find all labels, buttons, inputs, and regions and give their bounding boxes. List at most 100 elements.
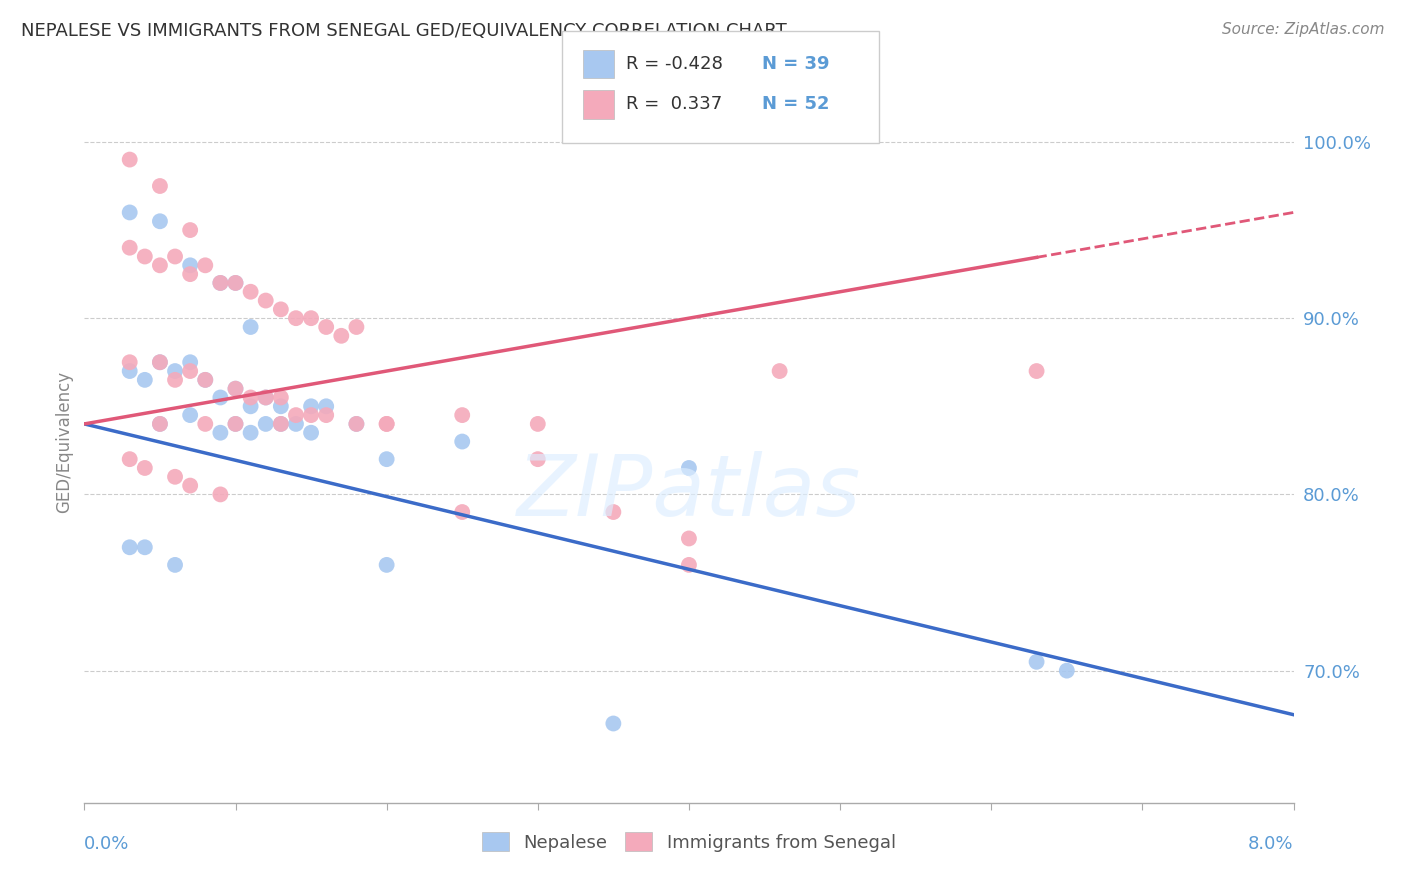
Point xyxy=(270,391,292,405)
Point xyxy=(451,408,474,422)
Text: Source: ZipAtlas.com: Source: ZipAtlas.com xyxy=(1222,22,1385,37)
Point xyxy=(165,470,187,484)
Point xyxy=(118,153,141,167)
Point xyxy=(209,487,232,501)
Point xyxy=(315,408,337,422)
Point xyxy=(375,417,398,431)
Text: ZIPatlas: ZIPatlas xyxy=(517,450,860,533)
Point xyxy=(149,258,172,272)
Point xyxy=(194,373,217,387)
Point xyxy=(149,355,172,369)
Point xyxy=(1056,664,1078,678)
Point xyxy=(118,205,141,219)
Point xyxy=(1025,655,1047,669)
Point xyxy=(270,417,292,431)
Point xyxy=(134,373,156,387)
Point xyxy=(165,373,187,387)
Point xyxy=(239,391,262,405)
Point xyxy=(330,328,353,343)
Point xyxy=(165,558,187,572)
Point xyxy=(375,558,398,572)
Point xyxy=(118,355,141,369)
Point xyxy=(375,417,398,431)
Point xyxy=(179,355,201,369)
Point xyxy=(165,364,187,378)
Point xyxy=(179,364,201,378)
Point xyxy=(225,382,247,396)
Point xyxy=(194,417,217,431)
Point xyxy=(179,258,201,272)
Point xyxy=(179,478,201,492)
Legend: Nepalese, Immigrants from Senegal: Nepalese, Immigrants from Senegal xyxy=(475,825,903,859)
Text: 0.0%: 0.0% xyxy=(84,835,129,853)
Text: N = 39: N = 39 xyxy=(762,55,830,73)
Text: N = 52: N = 52 xyxy=(762,95,830,113)
Point xyxy=(134,541,156,555)
Point xyxy=(209,425,232,440)
Point xyxy=(118,241,141,255)
Point xyxy=(179,408,201,422)
Point xyxy=(239,320,262,334)
Point xyxy=(678,461,700,475)
Point xyxy=(209,391,232,405)
Point xyxy=(194,258,217,272)
Point xyxy=(299,399,322,413)
Point xyxy=(134,250,156,264)
Point xyxy=(209,276,232,290)
Text: 8.0%: 8.0% xyxy=(1249,835,1294,853)
Point xyxy=(602,716,624,731)
Point xyxy=(769,364,792,378)
Point xyxy=(179,267,201,281)
Point xyxy=(451,505,474,519)
Point xyxy=(118,364,141,378)
Point xyxy=(254,293,277,308)
Point xyxy=(527,417,550,431)
Point xyxy=(118,541,141,555)
Point xyxy=(299,311,322,326)
Point xyxy=(346,320,368,334)
Point xyxy=(254,417,277,431)
Point xyxy=(270,417,292,431)
Point xyxy=(678,532,700,546)
Y-axis label: GED/Equivalency: GED/Equivalency xyxy=(55,370,73,513)
Point xyxy=(254,391,277,405)
Point xyxy=(239,425,262,440)
Point xyxy=(239,285,262,299)
Point xyxy=(134,461,156,475)
Point xyxy=(299,408,322,422)
Point xyxy=(527,452,550,467)
Point xyxy=(1025,364,1047,378)
Point xyxy=(149,355,172,369)
Point xyxy=(299,425,322,440)
Point xyxy=(149,417,172,431)
Point xyxy=(346,417,368,431)
Point xyxy=(315,399,337,413)
Point xyxy=(209,276,232,290)
Point xyxy=(225,417,247,431)
Point xyxy=(270,399,292,413)
Point xyxy=(165,250,187,264)
Point xyxy=(602,505,624,519)
Point xyxy=(375,452,398,467)
Point xyxy=(346,417,368,431)
Point xyxy=(451,434,474,449)
Point xyxy=(285,311,308,326)
Point xyxy=(194,373,217,387)
Text: R = -0.428: R = -0.428 xyxy=(626,55,723,73)
Point xyxy=(285,408,308,422)
Point xyxy=(225,276,247,290)
Text: R =  0.337: R = 0.337 xyxy=(626,95,721,113)
Point xyxy=(678,558,700,572)
Point xyxy=(149,179,172,194)
Point xyxy=(254,391,277,405)
Point xyxy=(225,417,247,431)
Point xyxy=(149,417,172,431)
Point xyxy=(239,399,262,413)
Point xyxy=(149,214,172,228)
Point xyxy=(315,320,337,334)
Point xyxy=(118,452,141,467)
Point xyxy=(225,276,247,290)
Point xyxy=(179,223,201,237)
Text: NEPALESE VS IMMIGRANTS FROM SENEGAL GED/EQUIVALENCY CORRELATION CHART: NEPALESE VS IMMIGRANTS FROM SENEGAL GED/… xyxy=(21,22,787,40)
Point xyxy=(270,302,292,317)
